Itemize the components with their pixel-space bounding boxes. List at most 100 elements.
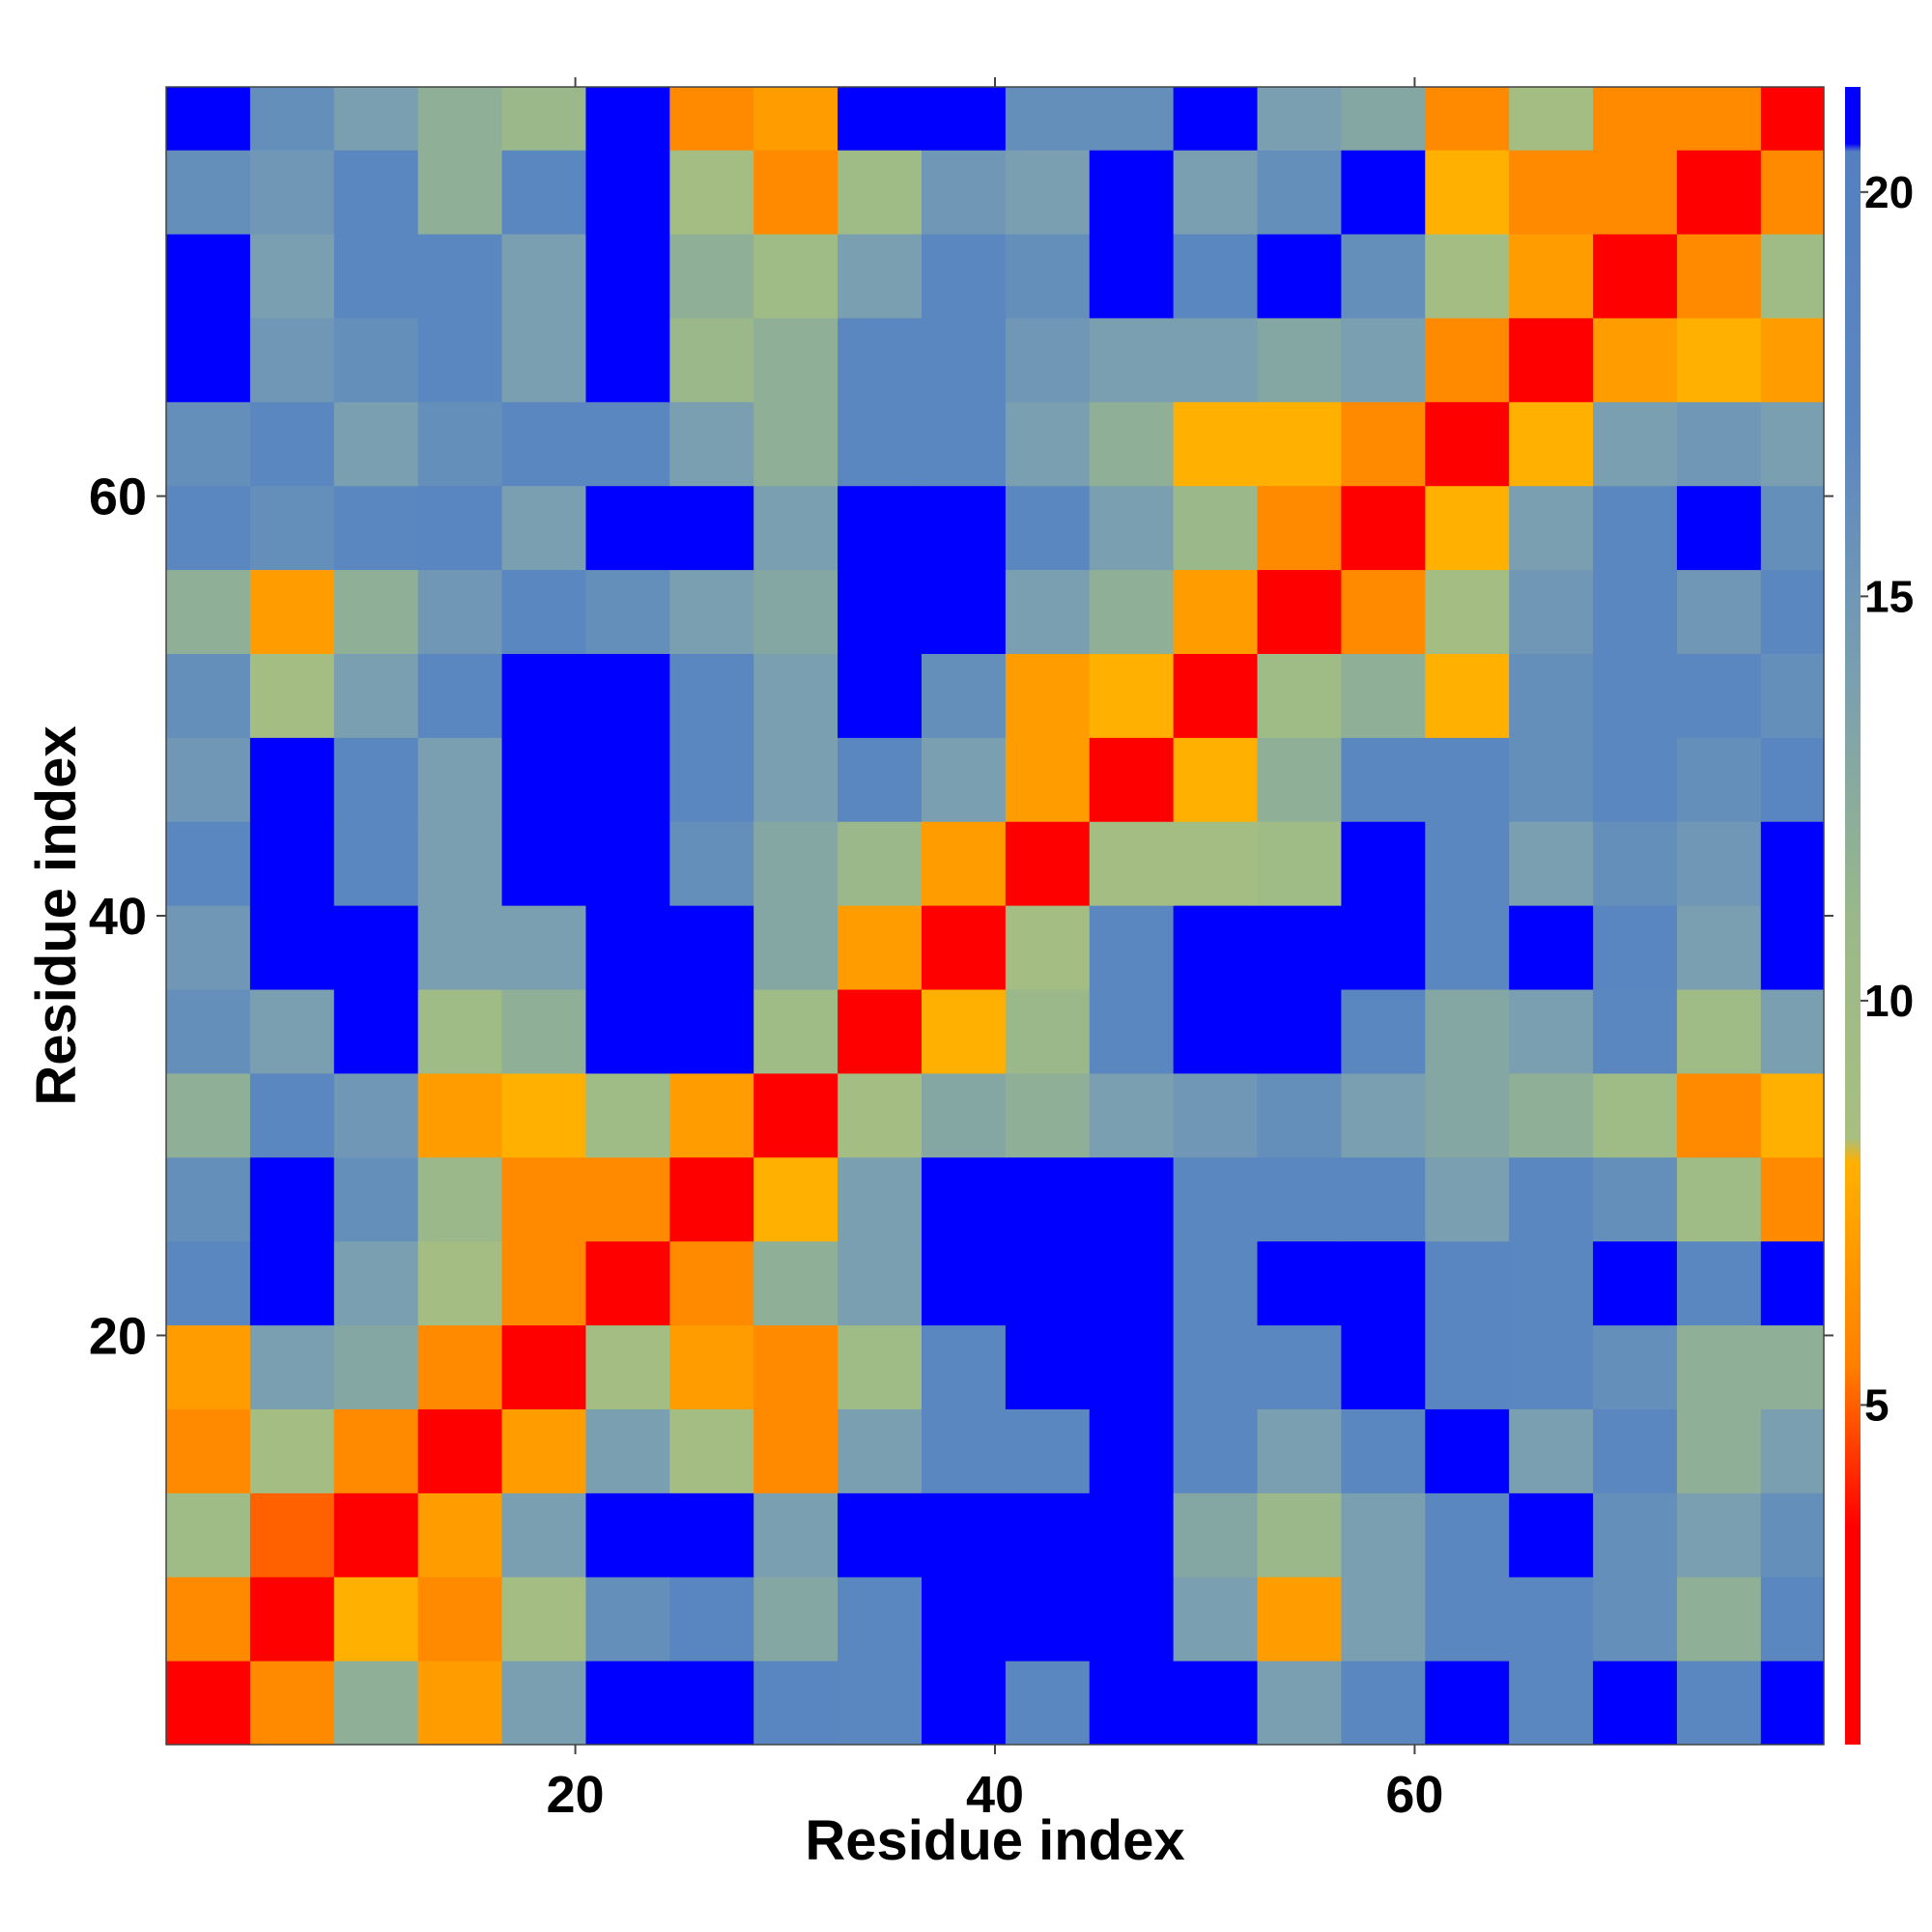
heatmap-cell xyxy=(753,569,838,654)
heatmap-cell xyxy=(921,1492,1007,1577)
heatmap-cell xyxy=(333,989,419,1074)
heatmap-cell xyxy=(249,905,335,990)
heatmap-cell xyxy=(1509,1492,1594,1577)
heatmap-cell xyxy=(669,317,754,403)
heatmap-cell xyxy=(1676,1156,1762,1242)
heatmap-cell xyxy=(1676,1240,1762,1326)
heatmap-cell xyxy=(1425,150,1510,235)
colorbar-tick-label: 10 xyxy=(1864,976,1914,1026)
heatmap-cell xyxy=(1089,150,1175,235)
heatmap-cell xyxy=(166,485,251,571)
heatmap-cell xyxy=(1257,1072,1342,1158)
heatmap-cell xyxy=(669,1577,754,1662)
heatmap-cell xyxy=(1173,1240,1259,1326)
heatmap-cell xyxy=(1676,569,1762,654)
heatmap-cell xyxy=(1341,737,1426,822)
heatmap-cell xyxy=(1341,653,1426,738)
heatmap-cell xyxy=(838,737,923,822)
heatmap-cell xyxy=(838,87,923,151)
heatmap-cell xyxy=(921,317,1007,403)
heatmap-cell xyxy=(1509,1324,1594,1409)
heatmap-cell xyxy=(1760,1324,1825,1409)
heatmap-cell xyxy=(249,401,335,487)
heatmap-cell xyxy=(585,1324,670,1409)
heatmap-cell xyxy=(249,317,335,403)
heatmap-cell xyxy=(1425,1577,1510,1662)
heatmap-cell xyxy=(1509,1156,1594,1242)
heatmap-cell xyxy=(1509,569,1594,654)
heatmap-cell xyxy=(417,905,503,990)
heatmap-cell xyxy=(166,150,251,235)
heatmap-cell xyxy=(1760,905,1825,990)
heatmap-cell xyxy=(1760,1408,1825,1493)
heatmap-cell xyxy=(1005,1324,1091,1409)
y-tick-label: 40 xyxy=(89,888,147,946)
heatmap-cell xyxy=(1089,1577,1175,1662)
heatmap-cell xyxy=(669,234,754,319)
heatmap-cell xyxy=(921,989,1007,1074)
heatmap-cell xyxy=(1257,1156,1342,1242)
heatmap-cell xyxy=(249,485,335,571)
heatmap-cell xyxy=(417,737,503,822)
heatmap-cell xyxy=(1509,401,1594,487)
heatmap-cell xyxy=(585,737,670,822)
heatmap-cell xyxy=(1341,1072,1426,1158)
colorbar-tick-label: 15 xyxy=(1864,571,1914,621)
heatmap-cell xyxy=(1341,1324,1426,1409)
heatmap-cell xyxy=(1089,1156,1175,1242)
heatmap-cell xyxy=(585,653,670,738)
heatmap-cell xyxy=(417,653,503,738)
heatmap-cell xyxy=(1173,87,1259,151)
heatmap-cell xyxy=(1593,821,1678,906)
heatmap-cell xyxy=(1341,1240,1426,1326)
heatmap-cell xyxy=(838,1408,923,1493)
heatmap-cell xyxy=(585,905,670,990)
heatmap-cell xyxy=(1005,317,1091,403)
heatmap-cell xyxy=(585,401,670,487)
heatmap-cell xyxy=(1089,87,1175,151)
heatmap-cell xyxy=(1676,234,1762,319)
heatmap-cell xyxy=(1760,401,1825,487)
heatmap-cell xyxy=(166,1661,251,1746)
heatmap-cell xyxy=(1173,989,1259,1074)
heatmap-cell xyxy=(1760,1492,1825,1577)
heatmap-cell xyxy=(166,1324,251,1409)
heatmap-cell xyxy=(501,905,586,990)
heatmap-cell xyxy=(1257,150,1342,235)
heatmap-cell xyxy=(249,653,335,738)
heatmap-cell xyxy=(1509,234,1594,319)
heatmap-cell xyxy=(1089,989,1175,1074)
heatmap-cell xyxy=(1089,1240,1175,1326)
heatmap-cell xyxy=(333,569,419,654)
heatmap-cell xyxy=(921,905,1007,990)
heatmap-cell xyxy=(1341,1408,1426,1493)
heatmap-cell xyxy=(1089,1661,1175,1746)
heatmap-cell xyxy=(249,989,335,1074)
heatmap-cell xyxy=(501,485,586,571)
heatmap-cell xyxy=(921,737,1007,822)
heatmap-cell xyxy=(1089,401,1175,487)
heatmap-cell xyxy=(501,1492,586,1577)
heatmap-cell xyxy=(838,569,923,654)
heatmap-cell xyxy=(1173,1661,1259,1746)
heatmap-cell xyxy=(1760,234,1825,319)
heatmap-cell xyxy=(838,653,923,738)
heatmap-cell xyxy=(1089,1324,1175,1409)
heatmap-cell xyxy=(753,1324,838,1409)
heatmap-cell xyxy=(417,821,503,906)
heatmap-cell xyxy=(753,1661,838,1746)
heatmap-cell xyxy=(249,1324,335,1409)
heatmap-cell xyxy=(501,1240,586,1326)
heatmap-cell xyxy=(753,234,838,319)
heatmap-cell xyxy=(1425,989,1510,1074)
heatmap-cell xyxy=(585,821,670,906)
heatmap-cell xyxy=(753,737,838,822)
heatmap-cell xyxy=(501,87,586,151)
heatmap-cell xyxy=(1089,653,1175,738)
heatmap-cell xyxy=(669,989,754,1074)
heatmap-cell xyxy=(1593,1240,1678,1326)
heatmap-cell xyxy=(1509,485,1594,571)
heatmap-cell xyxy=(1760,485,1825,571)
heatmap-cell xyxy=(1425,1661,1510,1746)
